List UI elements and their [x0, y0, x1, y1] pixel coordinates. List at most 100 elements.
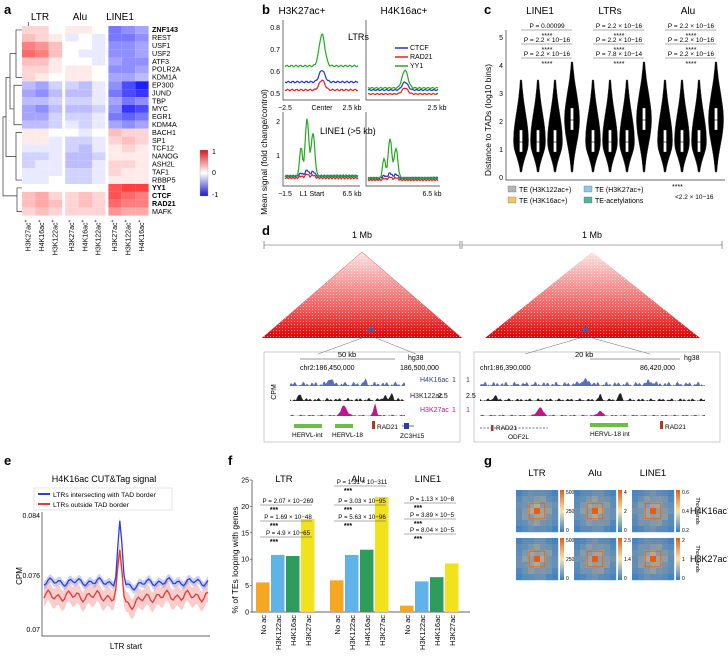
apa-cell	[528, 574, 535, 581]
panel-label-d: d	[262, 223, 270, 238]
apa-scale-tick: 1	[682, 557, 685, 563]
heatmap-cell	[48, 128, 63, 137]
heatmap-cell	[22, 207, 36, 216]
row-dendrogram	[2, 29, 22, 212]
colorbar-max: 1	[212, 149, 216, 156]
bar-alu-h4k16ac	[360, 549, 374, 612]
row-label: ZNF143	[152, 25, 178, 34]
d-left-genome: hg38	[408, 355, 424, 362]
apa-cell	[580, 520, 587, 527]
heatmap-cell	[22, 49, 36, 58]
heatmap-cell	[135, 199, 149, 208]
panel-label-f: f	[228, 453, 233, 468]
apa-cell	[516, 502, 523, 509]
heatmap-cell	[121, 49, 136, 58]
heatmap-cell	[65, 128, 79, 137]
f-group-label: Alu	[351, 474, 365, 485]
heatmap-cell	[121, 26, 136, 34]
apa-cell	[610, 490, 617, 497]
heatmap-cell	[65, 26, 79, 34]
heatmap-cell	[121, 199, 136, 208]
apa-cell	[552, 490, 559, 497]
apa-scalebar	[676, 538, 680, 580]
apa-cell	[656, 514, 663, 521]
heatmap-cell	[121, 160, 136, 169]
apa-cell	[604, 538, 611, 545]
apa-cell	[632, 502, 639, 509]
panel-d-hic: 1 Mb 1 Mb 50 kb hg38 chr2:186,450,000 18…	[261, 230, 723, 443]
apa-cell	[650, 526, 657, 533]
heatmap-cell	[22, 168, 36, 177]
heatmap-cell	[92, 97, 106, 105]
c-pvalue: P = 2.2 × 10−16	[668, 37, 715, 44]
heatmap-cell	[135, 81, 149, 90]
apa-cell	[650, 502, 657, 509]
apa-cell	[656, 490, 663, 497]
apa-scalebar	[560, 490, 564, 532]
heatmap-cell	[35, 191, 49, 200]
apa-cell	[650, 496, 657, 503]
heatmap-cell	[48, 41, 63, 50]
apa-cell	[580, 490, 587, 497]
c-pvalue: P = 7.8 × 10−14	[596, 51, 643, 58]
heatmap-cell	[78, 168, 92, 177]
heatmap-cell	[48, 73, 63, 82]
heatmap-cell	[65, 49, 79, 58]
heatmap-cell	[135, 112, 149, 121]
apa-cell	[540, 574, 547, 581]
heatmap-cell	[35, 199, 49, 208]
f-category-label: H3K27ac	[304, 615, 313, 646]
heatmap-cell	[92, 73, 106, 82]
f-pvalue: P = 5.63 × 10−96	[338, 514, 386, 521]
c-pvalue: P = 2.2 × 10−16	[596, 23, 643, 30]
heatmap-cell	[48, 105, 63, 113]
hic-left-scale: 1 Mb	[352, 230, 372, 240]
e-xlabel: LTR start	[110, 642, 143, 651]
apa-cell	[552, 544, 559, 551]
apa-cell	[534, 490, 541, 497]
apa-cell	[546, 508, 553, 515]
heatmap-cell	[92, 120, 106, 129]
heatmap-cell	[78, 160, 92, 169]
b-xtick: 6.5 kb	[342, 191, 361, 198]
heatmap-cell	[92, 57, 106, 66]
violin	[691, 79, 707, 173]
heatmap-cell	[65, 81, 79, 90]
g-col-label: LINE1	[640, 468, 666, 479]
apa-cell	[534, 568, 541, 575]
f-pvalue: P = 4.9 × 10−65	[266, 530, 311, 537]
apa-cell	[656, 568, 663, 575]
f-group-label: LTR	[275, 474, 292, 485]
heatmap-cell	[121, 97, 136, 105]
heatmap-cell	[48, 152, 63, 161]
apa-cell	[546, 538, 553, 545]
c-pvalue: P = 2.2 × 10−16	[596, 37, 643, 44]
heatmap-cell	[121, 128, 136, 137]
apa-scale-tick: 250	[566, 509, 575, 515]
apa-cell	[610, 550, 617, 557]
apa-cell	[574, 574, 581, 581]
row-label: USF2	[152, 49, 170, 58]
violin-box	[663, 129, 667, 153]
heatmap-cell	[48, 136, 63, 145]
heatmap-cell	[35, 152, 49, 161]
b-ytick: 1	[276, 153, 280, 160]
apa-cell	[662, 544, 669, 551]
b-xticks: −2.5 Center 2.5 kb 2.5 kb −1.5 L1 Start …	[278, 105, 447, 198]
apa-cell	[610, 514, 617, 521]
f-category-label: No ac	[333, 615, 342, 635]
apa-cell	[638, 544, 645, 551]
colorbar-min: -1	[212, 192, 218, 199]
heatmap-cell	[78, 176, 92, 184]
row-label: BACH1	[152, 128, 176, 137]
f-pvalue: P = 1.31 × 10−311	[337, 479, 388, 486]
heatmap-cell	[22, 136, 36, 145]
e-ytick: 0.07	[26, 627, 40, 634]
b-ylabel: Mean signal (fold change/control)	[259, 89, 269, 215]
g-col-label: Alu	[588, 468, 602, 479]
heatmap-cell	[35, 73, 49, 82]
column-label: H4K16ac+	[137, 220, 146, 252]
apa-cell	[592, 496, 599, 503]
heatmap-cell	[108, 136, 122, 145]
apa-cell	[662, 574, 669, 581]
